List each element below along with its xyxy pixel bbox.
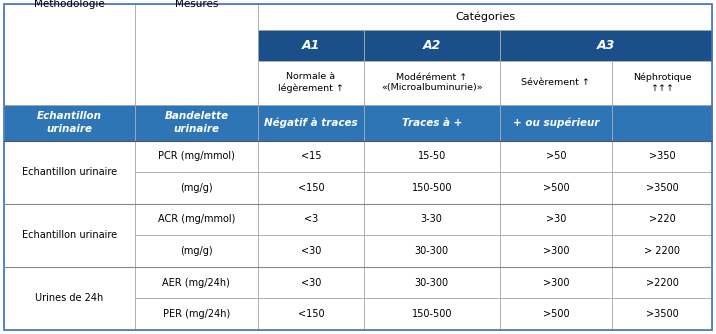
Text: Echantillon urinaire: Echantillon urinaire [21,167,117,177]
Bar [612,204,712,235]
Bar [500,267,612,298]
Text: <30: <30 [301,246,321,256]
Text: Traces à +: Traces à + [402,118,462,128]
Text: PCR (mg/mmol): PCR (mg/mmol) [158,151,235,161]
Bar [4,204,135,267]
Text: <3: <3 [304,214,318,224]
Bar [135,298,258,330]
Text: Echantillon urinaire: Echantillon urinaire [21,230,117,240]
Text: >350: >350 [649,151,675,161]
Bar [612,267,712,298]
Bar [364,235,500,267]
Bar [364,141,500,172]
Text: >220: >220 [649,214,675,224]
Text: PER (mg/24h): PER (mg/24h) [163,309,230,319]
Bar [612,141,712,172]
Bar [135,105,258,141]
Text: >500: >500 [543,183,569,193]
Bar [258,4,712,30]
Text: >2200: >2200 [646,278,679,288]
Bar [4,4,135,105]
Text: <30: <30 [301,278,321,288]
Bar [258,141,364,172]
Bar [612,105,712,141]
Bar [4,141,135,204]
Text: >500: >500 [543,309,569,319]
Text: Néphrotique
↑↑↑: Néphrotique ↑↑↑ [633,72,692,93]
Text: Méthodologie: Méthodologie [34,0,105,9]
Bar [612,235,712,267]
Text: >50: >50 [546,151,566,161]
Text: Normale à
légèrement ↑: Normale à légèrement ↑ [278,72,344,93]
Bar [4,267,135,330]
Text: >3500: >3500 [646,183,678,193]
Bar [135,141,258,172]
Bar [135,204,258,235]
Text: AER (mg/24h): AER (mg/24h) [163,278,231,288]
Text: <150: <150 [298,309,324,319]
Bar [500,204,612,235]
Text: 15-50: 15-50 [417,151,446,161]
Bar [135,235,258,267]
Bar [258,105,364,141]
Bar [258,172,364,204]
Bar [258,30,364,60]
Text: > 2200: > 2200 [644,246,680,256]
Bar [364,204,500,235]
Bar [258,267,364,298]
Text: >3500: >3500 [646,309,678,319]
Text: 150-500: 150-500 [412,183,452,193]
Bar [500,298,612,330]
Text: Modérément ↑
«(Microalbuminurie)»: Modérément ↑ «(Microalbuminurie)» [381,73,483,93]
Text: Urines de 24h: Urines de 24h [35,294,104,303]
Bar [135,172,258,204]
Bar [500,105,612,141]
Text: A2: A2 [422,39,441,52]
Bar [364,172,500,204]
Bar [258,235,364,267]
Bar [258,298,364,330]
Text: >300: >300 [543,246,569,256]
Text: Négatif à traces: Négatif à traces [264,117,358,128]
Text: <150: <150 [298,183,324,193]
Bar [135,267,258,298]
Bar [500,141,612,172]
Text: <15: <15 [301,151,321,161]
Bar [500,235,612,267]
Text: A1: A1 [301,39,320,52]
Bar [4,105,135,141]
Text: + ou supérieur: + ou supérieur [513,117,599,128]
Text: 3-30: 3-30 [421,214,442,224]
Text: A3: A3 [596,39,615,52]
Text: ACR (mg/mmol): ACR (mg/mmol) [158,214,235,224]
Bar [364,60,500,105]
Bar [364,298,500,330]
Bar [364,30,500,60]
Text: Sévèrement ↑: Sévèrement ↑ [521,78,590,87]
Text: (mg/g): (mg/g) [180,183,213,193]
Text: 30-300: 30-300 [415,246,449,256]
Bar [258,60,364,105]
Text: Catégories: Catégories [455,12,515,22]
Text: >30: >30 [546,214,566,224]
Bar [500,172,612,204]
Bar [364,267,500,298]
Text: Echantillon
urinaire: Echantillon urinaire [37,111,102,134]
Text: Bandelette
urinaire: Bandelette urinaire [165,111,228,134]
Text: 150-500: 150-500 [412,309,452,319]
Bar [612,298,712,330]
Bar [612,60,712,105]
Bar [364,105,500,141]
Bar [612,172,712,204]
Bar [500,60,612,105]
Bar [258,204,364,235]
Bar [500,30,712,60]
Text: 30-300: 30-300 [415,278,449,288]
Bar [135,4,258,105]
Text: >300: >300 [543,278,569,288]
Text: (mg/g): (mg/g) [180,246,213,256]
Text: Mesures: Mesures [175,0,218,9]
